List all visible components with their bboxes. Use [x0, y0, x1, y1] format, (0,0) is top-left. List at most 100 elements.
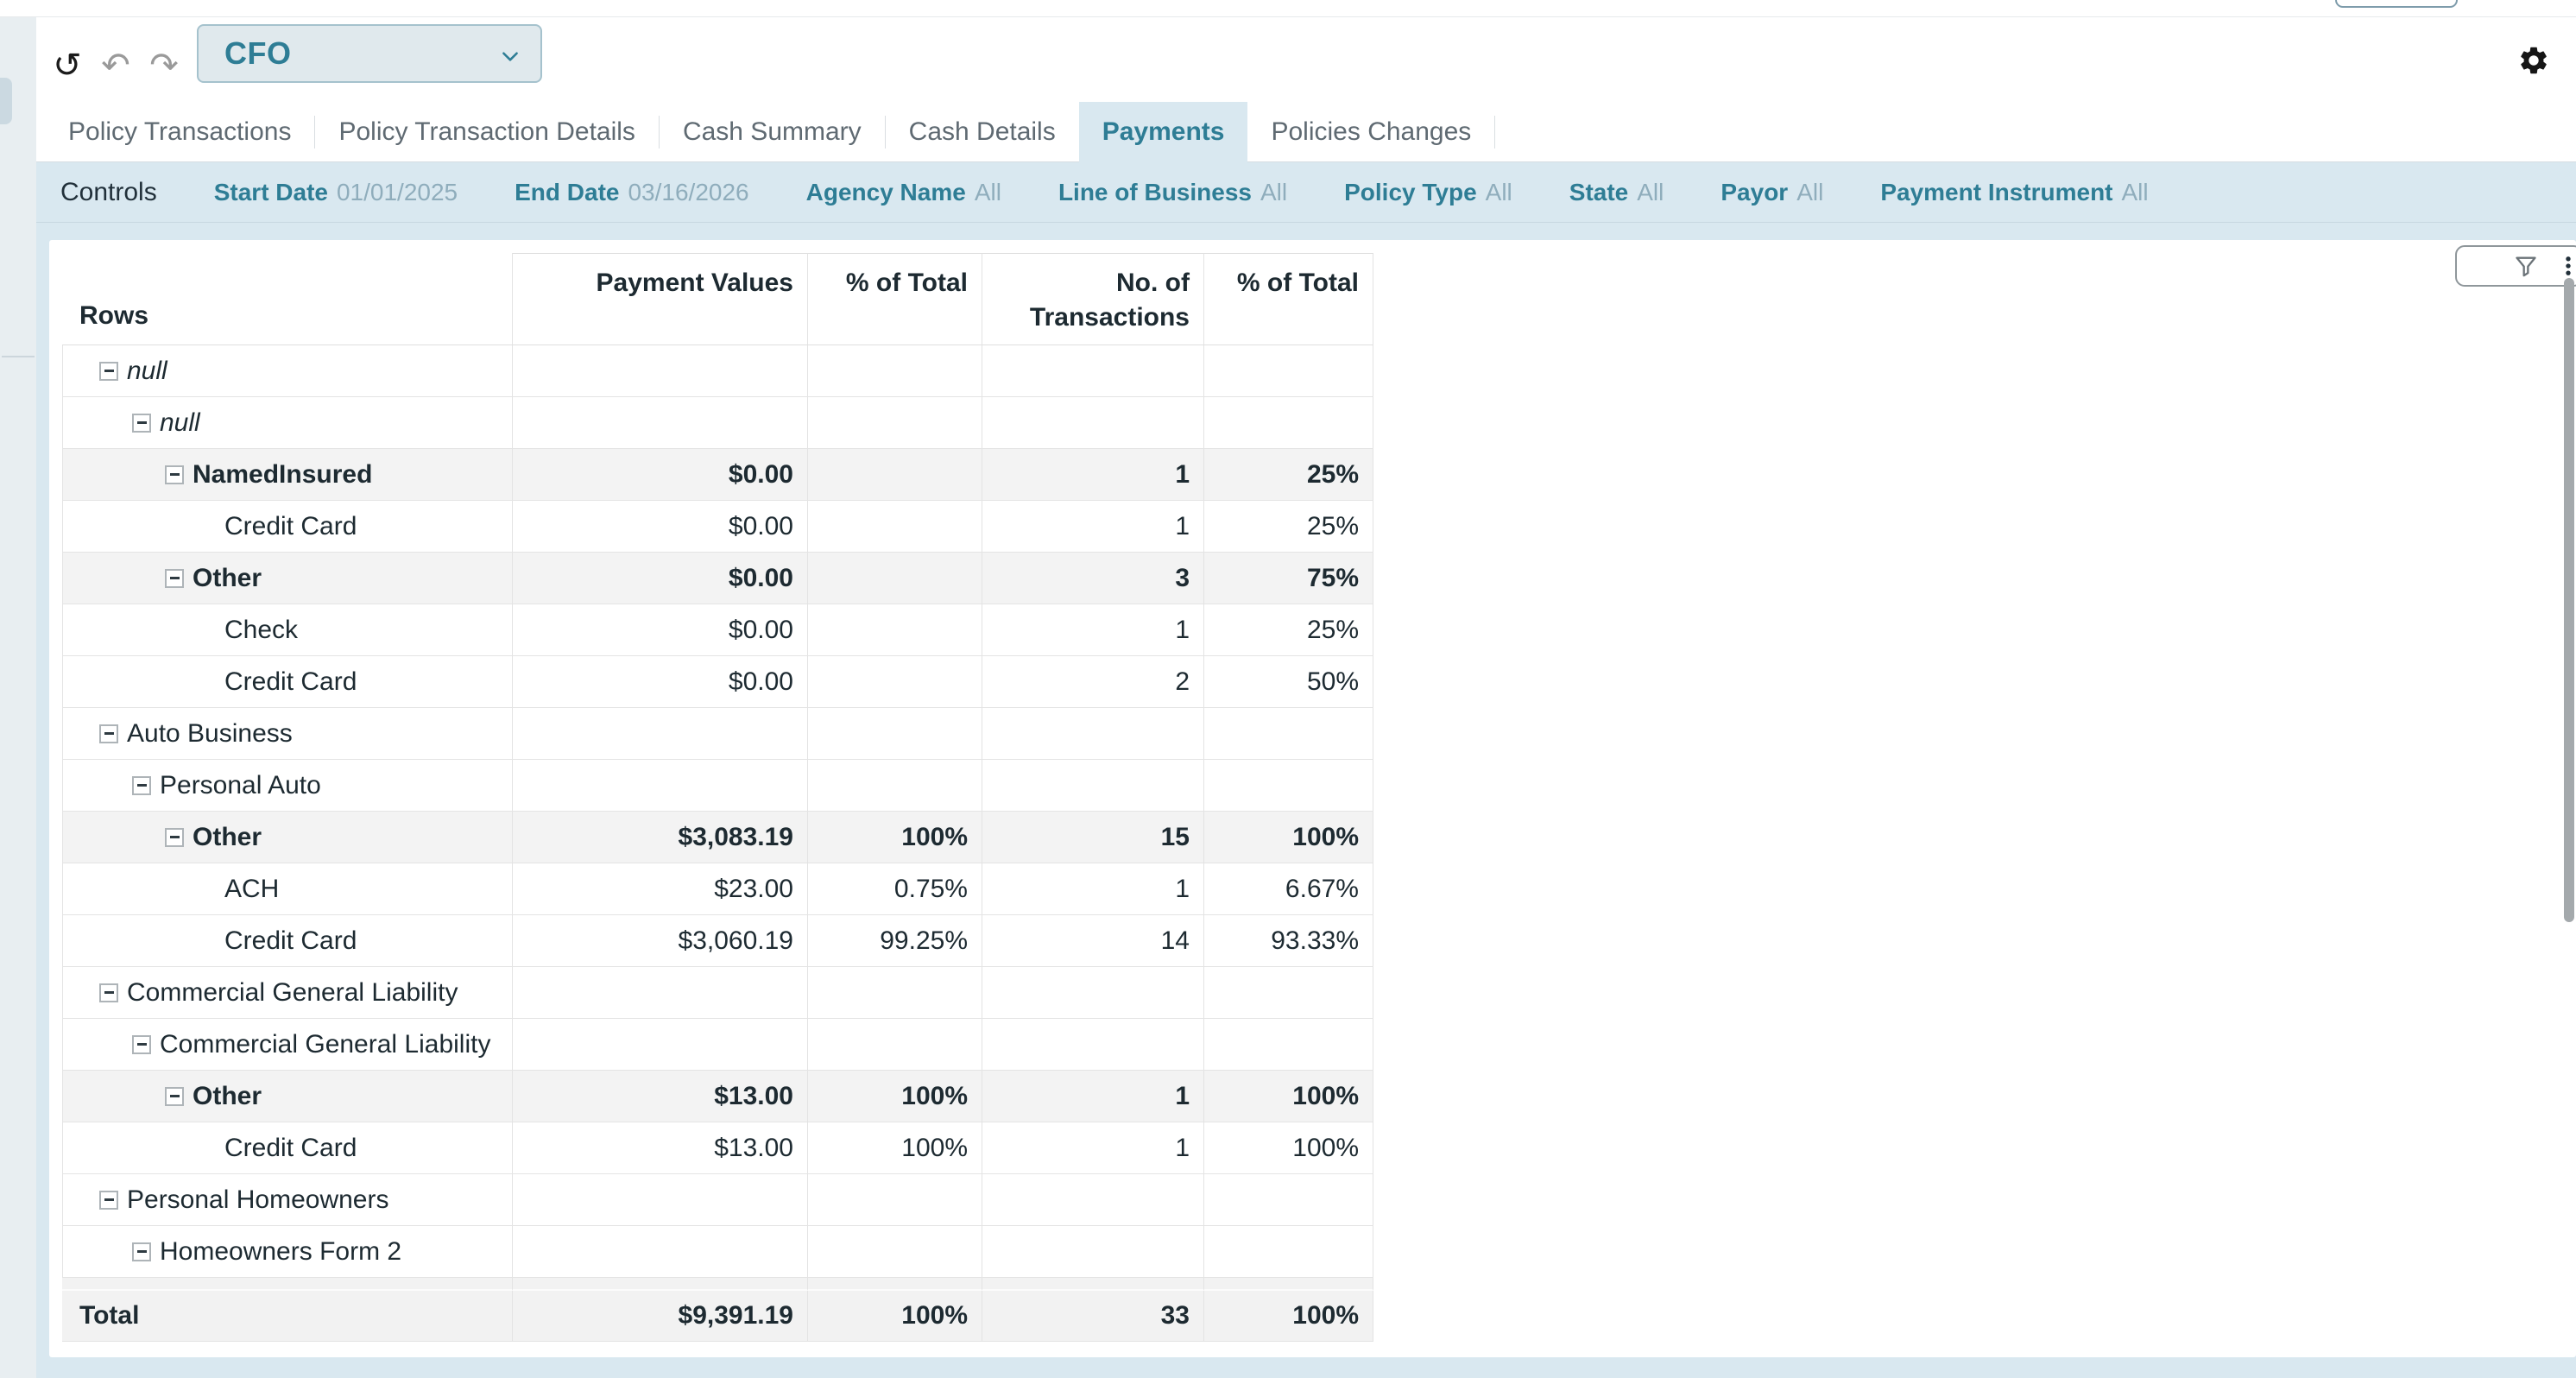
tab-separator	[1494, 115, 1496, 149]
vertical-scrollbar-thumb[interactable]	[2564, 278, 2574, 922]
filter-line-of-business[interactable]: Line of Business All	[1058, 179, 1287, 206]
menu-icon[interactable]	[2556, 253, 2576, 279]
reset-icon[interactable]: ↺	[48, 47, 86, 85]
column-header-of-total-1: % of Total	[808, 253, 982, 345]
pivot-body: null null NamedInsured $0.00 1 25% Credit Card…	[62, 345, 1373, 1278]
filter-label: Agency Name	[805, 178, 966, 205]
value-cell	[1204, 1174, 1373, 1226]
value-cell	[808, 967, 982, 1019]
row-label: Personal Auto	[160, 770, 321, 800]
value-cell: 100%	[808, 1071, 982, 1122]
collapse-icon[interactable]	[99, 724, 118, 743]
value-cell: $3,083.19	[513, 812, 808, 863]
collapse-icon[interactable]	[99, 983, 118, 1002]
value-cell	[982, 760, 1204, 812]
total-payment-values: $9,391.19	[513, 1291, 808, 1342]
row-label-cell: Other	[62, 1071, 513, 1122]
filter-end-date[interactable]: End Date 03/16/2026	[515, 179, 749, 206]
value-cell	[808, 553, 982, 604]
value-cell	[1204, 1019, 1373, 1071]
collapse-icon[interactable]	[132, 1242, 151, 1261]
table-row: Homeowners Form 2	[62, 1226, 1373, 1278]
tab-cash-summary[interactable]: Cash Summary	[682, 117, 862, 146]
value-cell: $0.00	[513, 604, 808, 656]
row-label: NamedInsured	[193, 459, 373, 489]
collapse-icon[interactable]	[165, 568, 184, 588]
table-row: Auto Business	[62, 708, 1373, 760]
tab-policies-changes[interactable]: Policies Changes	[1271, 117, 1472, 146]
value-cell: $0.00	[513, 656, 808, 708]
value-cell: 6.67%	[1204, 863, 1373, 915]
filter-icon[interactable]	[2513, 253, 2538, 279]
value-cell: 3	[982, 553, 1204, 604]
collapse-icon[interactable]	[132, 1034, 151, 1054]
table-row: null	[62, 397, 1373, 449]
value-cell: 15	[982, 812, 1204, 863]
row-label: Credit Card	[224, 511, 357, 540]
filter-state[interactable]: State All	[1569, 179, 1664, 206]
collapse-icon[interactable]	[99, 1190, 118, 1210]
tab-separator	[314, 115, 316, 149]
row-label-cell: Auto Business	[62, 708, 513, 760]
gear-icon[interactable]	[2516, 43, 2552, 79]
tab-bar: Policy Transactions Policy Transaction De…	[36, 102, 2576, 162]
total-no-of-transactions: 33	[982, 1291, 1204, 1342]
value-cell	[513, 967, 808, 1019]
partial-top-button[interactable]	[2335, 0, 2458, 8]
collapse-icon[interactable]	[132, 413, 151, 433]
filter-policy-type[interactable]: Policy Type All	[1344, 179, 1512, 206]
redo-icon[interactable]: ↷	[145, 47, 183, 85]
value-cell	[1204, 1226, 1373, 1278]
filter-label: Start Date	[213, 178, 328, 205]
filter-start-date[interactable]: Start Date 01/01/2025	[214, 179, 458, 206]
table-row: ACH $23.00 0.75% 1 6.67%	[62, 863, 1373, 915]
filter-payor[interactable]: Payor All	[1720, 179, 1823, 206]
value-cell	[982, 708, 1204, 760]
filter-payment-instrument[interactable]: Payment Instrument All	[1880, 179, 2148, 206]
value-cell	[808, 501, 982, 553]
value-cell	[808, 656, 982, 708]
value-cell	[513, 1226, 808, 1278]
row-label-cell: Personal Auto	[62, 760, 513, 812]
undo-icon[interactable]: ↶	[97, 47, 135, 85]
row-label-cell: ACH	[62, 863, 513, 915]
tab-payments[interactable]: Payments	[1078, 102, 1248, 161]
row-label: ACH	[224, 874, 280, 903]
clipped-row	[62, 1278, 1373, 1291]
tab-policy-transactions[interactable]: Policy Transactions	[68, 117, 292, 146]
filter-value: All	[2121, 178, 2149, 205]
panel-collapse-handle[interactable]	[0, 78, 12, 124]
value-cell: 2	[982, 656, 1204, 708]
controls-title: Controls	[60, 177, 157, 206]
maximize-icon[interactable]	[2471, 253, 2496, 279]
view-selector-dropdown[interactable]: CFO	[197, 24, 542, 83]
table-row: NamedInsured $0.00 1 25%	[62, 449, 1373, 501]
value-cell: 1	[982, 1071, 1204, 1122]
row-label: Commercial General Liability	[127, 977, 458, 1007]
filter-label: End Date	[515, 178, 620, 205]
left-panel-gutter	[0, 17, 36, 1378]
value-cell	[808, 1226, 982, 1278]
row-label-cell: null	[62, 345, 513, 397]
collapse-icon[interactable]	[132, 775, 151, 795]
value-cell: 50%	[1204, 656, 1373, 708]
collapse-icon[interactable]	[165, 827, 184, 847]
value-cell	[513, 1174, 808, 1226]
table-row: Commercial General Liability	[62, 967, 1373, 1019]
value-cell	[513, 345, 808, 397]
value-cell	[982, 1174, 1204, 1226]
value-cell: $0.00	[513, 553, 808, 604]
collapse-icon[interactable]	[165, 465, 184, 484]
value-cell: 100%	[808, 812, 982, 863]
tab-cash-details[interactable]: Cash Details	[908, 117, 1056, 146]
table-row: Commercial General Liability	[62, 1019, 1373, 1071]
collapse-icon[interactable]	[165, 1086, 184, 1106]
filter-agency-name[interactable]: Agency Name All	[806, 179, 1001, 206]
value-cell	[982, 1226, 1204, 1278]
value-cell: 1	[982, 501, 1204, 553]
collapse-icon[interactable]	[99, 361, 118, 381]
value-cell: 1	[982, 1122, 1204, 1174]
value-cell	[1204, 345, 1373, 397]
tab-policy-transaction-details[interactable]: Policy Transaction Details	[338, 117, 635, 146]
value-cell: 25%	[1204, 501, 1373, 553]
